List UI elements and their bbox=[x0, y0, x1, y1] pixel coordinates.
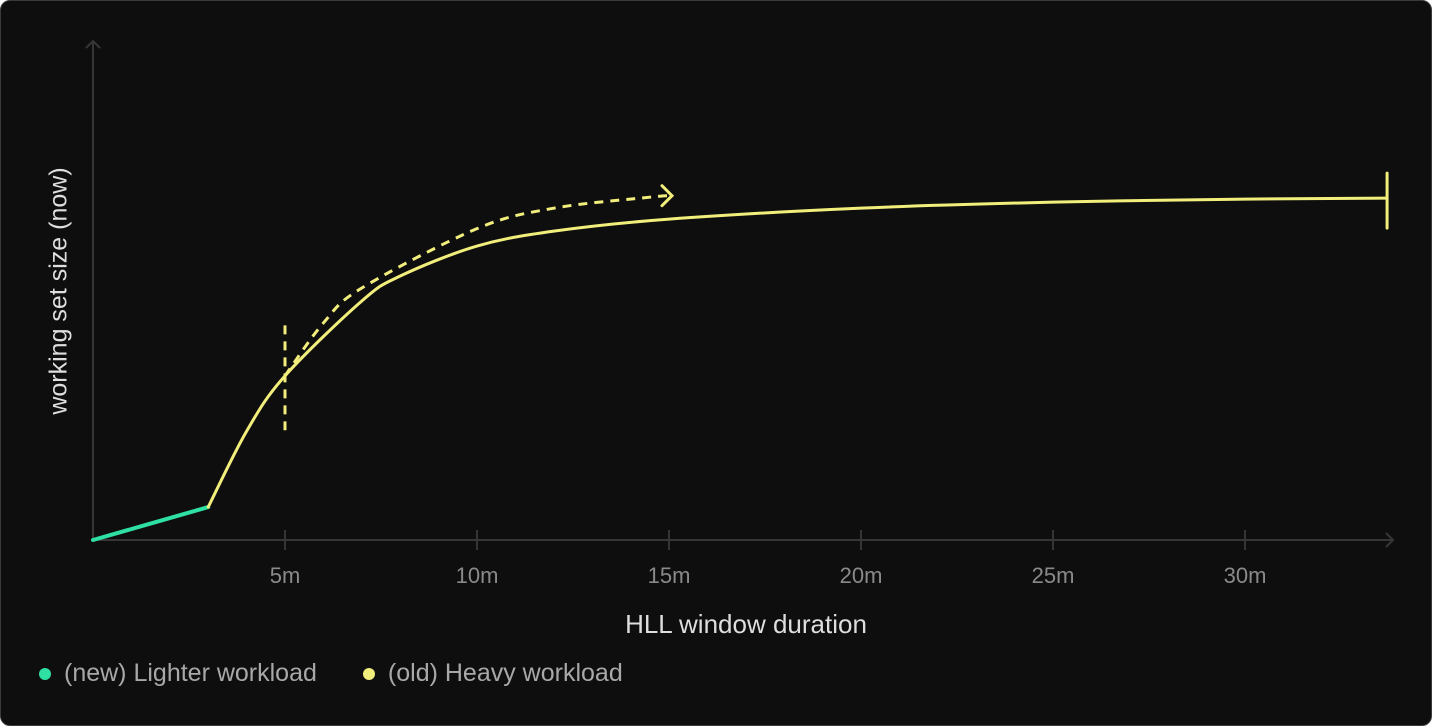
legend-dot-yellow bbox=[362, 667, 375, 680]
x-tick-label: 15m bbox=[648, 563, 691, 588]
x-tick-label: 30m bbox=[1224, 563, 1267, 588]
x-tick-label: 25m bbox=[1032, 563, 1075, 588]
legend-item-lighter: (new) Lighter workload bbox=[39, 659, 317, 688]
legend-dot-green bbox=[39, 667, 51, 680]
arrow-head-icon bbox=[660, 184, 675, 208]
x-tick-label: 20m bbox=[840, 563, 883, 588]
series-line-heavy bbox=[206, 196, 1389, 509]
x-tick-label: 10m bbox=[456, 563, 499, 588]
dashed-arrow-line bbox=[283, 194, 670, 377]
legend-label: (new) Lighter workload bbox=[64, 659, 317, 687]
x-axis-label: HLL window duration bbox=[625, 609, 867, 639]
y-axis-label: working set size (now) bbox=[44, 167, 73, 415]
series-line-lighter bbox=[91, 505, 211, 542]
x-axis-arrow-icon bbox=[1385, 532, 1395, 548]
legend: (new) Lighter workload (old) Heavy workl… bbox=[39, 659, 623, 688]
y-axis-arrow-icon bbox=[85, 39, 101, 49]
legend-label: (old) Heavy workload bbox=[387, 659, 623, 687]
x-tick-label: 5m bbox=[270, 563, 301, 588]
legend-item-heavy: (old) Heavy workload bbox=[362, 659, 623, 688]
